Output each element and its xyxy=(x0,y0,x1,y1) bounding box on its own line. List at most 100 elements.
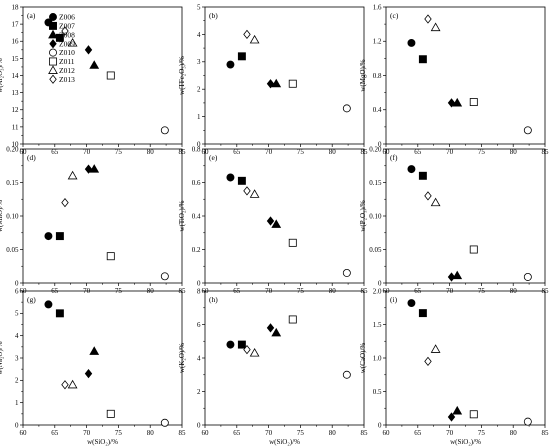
y-tick-label: 0.5 xyxy=(373,388,382,396)
y-tick-label: 0.10 xyxy=(6,212,19,220)
plot-frame xyxy=(22,6,183,145)
y-axis-label: w(Na₂O)/% xyxy=(0,341,4,374)
y-tick-label: 4 xyxy=(15,332,19,340)
x-tick-label: 70 xyxy=(265,148,273,156)
panel-letter: (e) xyxy=(209,153,218,162)
legend-label-z006: Z006 xyxy=(59,13,75,22)
y-tick-label: 2 xyxy=(197,388,201,396)
data-point-z012 xyxy=(67,37,78,47)
y-tick-label: 1 xyxy=(15,399,19,407)
y-tick-label: 1 xyxy=(197,113,201,121)
legend-label-z013: Z013 xyxy=(59,75,75,84)
x-tick-label: 70 xyxy=(446,429,454,437)
y-tick-label: 0 xyxy=(197,140,201,148)
y-tick-label: 0 xyxy=(15,279,19,287)
data-point-z009 xyxy=(447,98,456,108)
y-tick-label: 18 xyxy=(12,3,20,11)
legend-label-z012: Z012 xyxy=(59,66,75,75)
x-tick-label: 75 xyxy=(115,429,123,437)
data-point-z010 xyxy=(160,418,169,427)
panel-letter: (d) xyxy=(27,153,36,162)
data-point-z013 xyxy=(243,344,251,355)
data-point-z010 xyxy=(342,370,351,379)
legend-marker-z011 xyxy=(49,57,57,66)
data-point-z006 xyxy=(407,38,416,47)
x-tick-label: 80 xyxy=(329,429,337,437)
data-point-z008 xyxy=(452,405,463,415)
panel-g: 60 65 70 75 80 85 0 1 2 3 4 5 6 w(Na₂O)/% w(SiO₂)/% (g) xyxy=(0,287,186,446)
legend-marker-z013 xyxy=(49,74,57,84)
data-point-z012 xyxy=(249,34,260,44)
data-point-z012 xyxy=(249,189,260,198)
x-tick-label: 70 xyxy=(265,429,273,437)
data-point-z008 xyxy=(452,97,463,107)
x-tick-label: 85 xyxy=(361,429,369,437)
panel-letter: (g) xyxy=(27,295,36,304)
x-tick-label: 80 xyxy=(510,148,518,156)
panel-letter: (f) xyxy=(390,153,398,162)
y-tick-label: 1.0 xyxy=(373,354,382,362)
x-axis-label: w(SiO₂)/% xyxy=(269,438,300,446)
plot-frame xyxy=(385,290,546,426)
x-tick-label: 65 xyxy=(414,429,422,437)
x-tick-label: 65 xyxy=(233,429,241,437)
data-point-z007 xyxy=(237,176,246,185)
data-point-z009 xyxy=(84,164,93,174)
y-axis-label: w(TFe₂O₃)/% xyxy=(178,56,186,95)
x-tick-label: 60 xyxy=(20,429,28,437)
data-point-z013 xyxy=(61,26,69,36)
y-tick-label: 3 xyxy=(15,354,19,362)
y-tick-label: 0.4 xyxy=(373,106,382,114)
data-point-z010 xyxy=(523,417,532,426)
legend-marker-z006 xyxy=(49,13,57,21)
data-point-z006 xyxy=(407,299,416,308)
y-tick-label: 2 xyxy=(197,86,201,94)
data-point-z007 xyxy=(418,309,427,318)
y-tick-label: 0 xyxy=(378,421,382,429)
x-tick-label: 85 xyxy=(179,429,187,437)
data-point-z010 xyxy=(523,126,532,135)
y-tick-label: 0.20 xyxy=(369,145,382,153)
y-axis-label: w(P₂O₅)/% xyxy=(359,200,367,231)
y-tick-label: 0.4 xyxy=(192,212,201,220)
y-axis-label: w(K₂O)/% xyxy=(178,343,186,373)
x-tick-label: 60 xyxy=(202,429,210,437)
panel-letter: (b) xyxy=(209,11,218,20)
plot-frame xyxy=(22,148,183,284)
y-tick-label: 0.8 xyxy=(192,145,201,153)
legend-label-z011: Z011 xyxy=(59,57,75,66)
plot-frame xyxy=(204,6,365,145)
y-tick-label: 17 xyxy=(12,21,20,29)
y-tick-label: 12 xyxy=(12,106,20,114)
data-point-z006 xyxy=(226,60,235,69)
y-tick-label: 0 xyxy=(15,421,19,429)
y-tick-label: 4 xyxy=(197,31,201,39)
x-tick-label: 80 xyxy=(147,148,155,156)
y-tick-label: 6 xyxy=(15,287,19,295)
x-tick-label: 70 xyxy=(446,148,454,156)
x-tick-label: 65 xyxy=(233,148,241,156)
data-point-z011 xyxy=(106,409,115,418)
y-tick-label: 16 xyxy=(12,38,20,46)
data-point-z010 xyxy=(160,126,169,135)
y-axis-label: w(CaO)/% xyxy=(359,343,367,373)
data-point-z007 xyxy=(55,232,64,241)
panel-f: 60 65 70 75 80 8500.050.100.150.20w(P₂O₅)/%(f… xyxy=(359,145,549,295)
y-tick-label: 1.5 xyxy=(373,321,382,329)
y-tick-label: 0 xyxy=(197,421,201,429)
y-tick-label: 0.10 xyxy=(369,212,382,220)
y-tick-label: 10 xyxy=(12,140,20,148)
y-axis-label: w(MgO)/% xyxy=(359,59,367,91)
y-tick-label: 4 xyxy=(197,354,201,362)
data-point-z012 xyxy=(430,197,441,207)
legend-label-z008: Z008 xyxy=(59,30,75,39)
y-tick-label: 5 xyxy=(15,310,19,318)
x-axis-label: w(SiO₂)/% xyxy=(450,438,481,446)
x-tick-label: 80 xyxy=(147,429,155,437)
data-point-z010 xyxy=(523,272,532,281)
panel-letter: (h) xyxy=(209,295,218,304)
data-point-z012 xyxy=(430,344,441,353)
x-tick-label: 75 xyxy=(115,148,123,156)
data-point-z006 xyxy=(407,165,416,174)
